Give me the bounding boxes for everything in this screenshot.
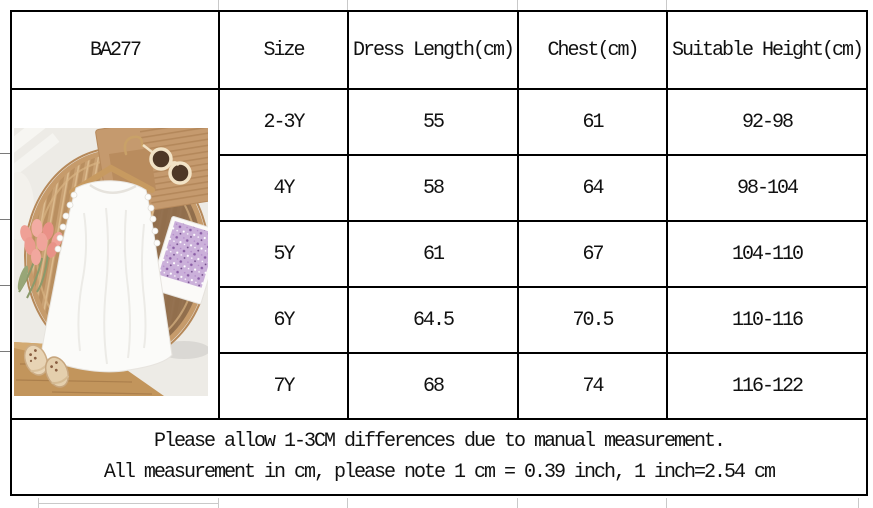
cell-chest: 70.5 xyxy=(517,286,668,354)
cell-dress-length: 58 xyxy=(347,154,519,222)
photo-card xyxy=(150,216,208,305)
cell-chest: 67 xyxy=(517,220,668,288)
cell-height: 104-110 xyxy=(666,220,868,288)
table-footer-row: Please allow 1-3CM differences due to ma… xyxy=(10,418,868,496)
cell-height: 116-122 xyxy=(666,352,868,420)
product-photo-cell xyxy=(10,88,220,420)
gridline-stub-left xyxy=(0,285,10,286)
cell-dress-length: 64.5 xyxy=(347,286,519,354)
cell-dress-length: 55 xyxy=(347,88,519,156)
gridline-stub-top xyxy=(517,0,518,10)
header-chest: Chest(cm) xyxy=(517,10,668,90)
table-row: 4Y 58 64 98-104 xyxy=(11,154,868,222)
photo-dress xyxy=(40,180,173,373)
gridline-stub-top xyxy=(218,0,219,10)
cell-chest: 61 xyxy=(517,88,668,156)
cell-height: 110-116 xyxy=(666,286,868,354)
header-suitable-height: Suitable Height(cm) xyxy=(666,10,868,90)
cell-size: 7Y xyxy=(218,352,349,420)
gridline-stub-left xyxy=(0,153,10,154)
table-row: 7Y 68 74 116-122 xyxy=(11,352,868,420)
cell-chest: 64 xyxy=(517,154,668,222)
table-header-row: BA277 Size Dress Length(cm) Chest(cm) Su… xyxy=(10,10,868,90)
gridline-stub-bottom xyxy=(858,498,859,508)
cell-dress-length: 61 xyxy=(347,220,519,288)
cell-size: 5Y xyxy=(218,220,349,288)
cell-height: 98-104 xyxy=(666,154,868,222)
gridline-stub-bottom xyxy=(38,503,218,504)
size-chart-table: BA277 Size Dress Length(cm) Chest(cm) Su… xyxy=(10,10,868,496)
product-code: BA277 xyxy=(10,10,220,90)
photo-sunglasses xyxy=(142,144,192,185)
gridline-stub-bottom xyxy=(666,498,667,508)
table-row: 2-3Y 55 61 92-98 xyxy=(10,88,868,420)
measurement-note: Please allow 1-3CM differences due to ma… xyxy=(10,418,868,496)
gridline-stub-top xyxy=(347,0,348,10)
header-dress-length: Dress Length(cm) xyxy=(347,10,519,90)
header-size: Size xyxy=(218,10,349,90)
gridline-stub-bottom xyxy=(347,498,348,508)
gridline-stub-left xyxy=(0,219,10,220)
photo-shoes xyxy=(23,344,70,388)
gridline-stub-bottom xyxy=(517,498,518,508)
product-photo xyxy=(14,128,208,396)
gridline-stub-bottom xyxy=(218,498,219,508)
cell-size: 2-3Y xyxy=(218,88,349,156)
cell-size: 4Y xyxy=(218,154,349,222)
cell-chest: 74 xyxy=(517,352,668,420)
photo-flowers xyxy=(17,219,63,299)
product-photo-illustration xyxy=(14,128,208,396)
measurement-note-line1: Please allow 1-3CM differences due to ma… xyxy=(153,430,726,453)
gridline-stub-left xyxy=(0,351,10,352)
cell-dress-length: 68 xyxy=(347,352,519,420)
cell-size: 6Y xyxy=(218,286,349,354)
table-row: 5Y 61 67 104-110 xyxy=(11,220,868,288)
measurement-note-line2: All measurement in cm, please note 1 cm … xyxy=(103,461,776,484)
cell-height: 92-98 xyxy=(666,88,868,156)
table-row: 6Y 64.5 70.5 110-116 xyxy=(11,286,868,354)
gridline-stub-top xyxy=(666,0,667,10)
